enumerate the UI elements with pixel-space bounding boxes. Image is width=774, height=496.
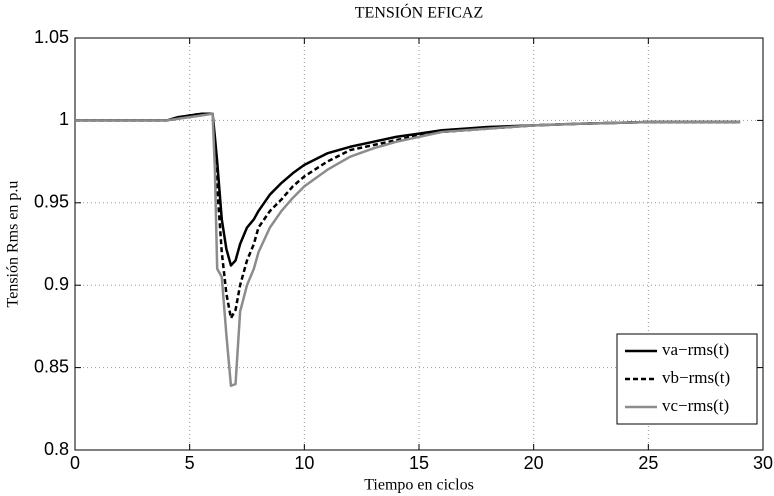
- y-tick-label: 1: [59, 109, 69, 129]
- legend-label: vc−rms(t): [662, 396, 729, 415]
- x-tick-label: 30: [753, 453, 773, 473]
- y-tick-label: 0.85: [34, 356, 69, 376]
- x-axis-label: Tiempo en ciclos: [364, 477, 474, 494]
- legend-label: vb−rms(t): [662, 368, 730, 387]
- x-tick-label: 25: [638, 453, 658, 473]
- y-tick-label: 0.9: [44, 274, 69, 294]
- y-tick-label: 0.8: [44, 439, 69, 459]
- x-tick-label: 5: [185, 453, 195, 473]
- series-line: [75, 112, 741, 387]
- legend-label: va−rms(t): [662, 340, 729, 359]
- y-tick-label: 0.95: [34, 192, 69, 212]
- y-tick-label: 1.05: [34, 27, 69, 47]
- chart-title: TENSIÓN EFICAZ: [355, 3, 483, 22]
- legend-box: [616, 333, 758, 425]
- plot-frame: [74, 37, 764, 451]
- x-tick-label: 10: [294, 453, 314, 473]
- x-tick-label: 0: [70, 453, 80, 473]
- x-tick-label: 20: [524, 453, 544, 473]
- y-axis-label: Tensión Rms en p.u: [5, 181, 22, 308]
- x-tick-label: 15: [409, 453, 429, 473]
